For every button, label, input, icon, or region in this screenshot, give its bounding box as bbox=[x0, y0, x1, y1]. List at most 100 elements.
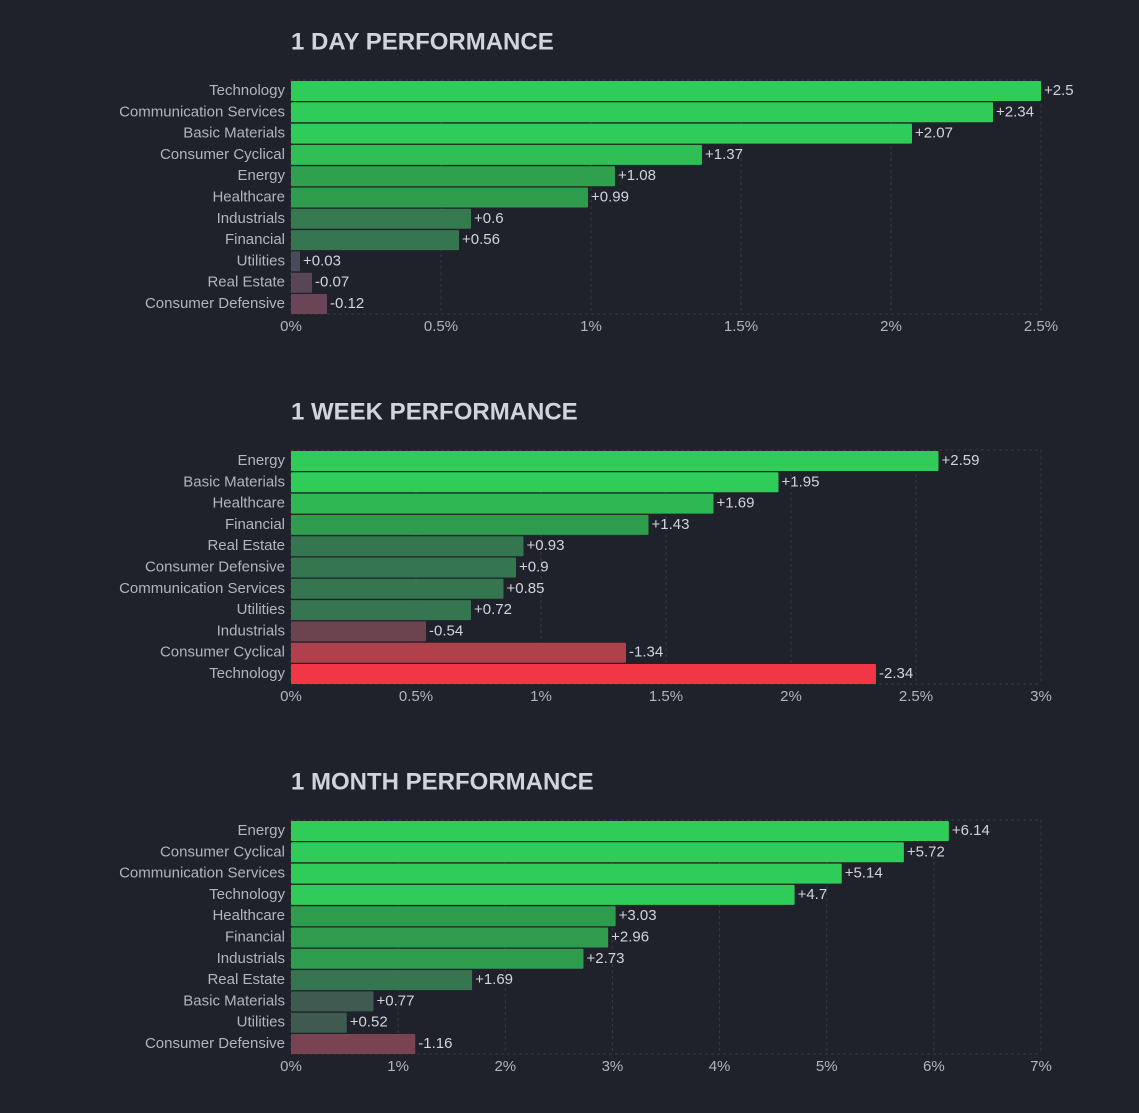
category-label: Consumer Defensive bbox=[145, 558, 285, 575]
bar bbox=[291, 642, 626, 663]
x-tick-label: 0.5% bbox=[399, 688, 433, 705]
x-tick-label: 2% bbox=[494, 1058, 516, 1075]
bar bbox=[291, 166, 615, 187]
category-label: Financial bbox=[225, 516, 285, 533]
bar bbox=[291, 493, 714, 514]
bar bbox=[291, 948, 584, 969]
x-tick-label: 0% bbox=[280, 318, 302, 335]
bar bbox=[291, 664, 876, 684]
value-label: +1.43 bbox=[652, 516, 690, 533]
category-label: Utilities bbox=[237, 252, 285, 269]
x-tick-label: 3% bbox=[602, 1058, 624, 1075]
category-label: Communication Services bbox=[119, 865, 285, 882]
value-label: +5.72 bbox=[907, 843, 945, 860]
category-label: Consumer Cyclical bbox=[160, 843, 285, 860]
bar bbox=[291, 991, 374, 1012]
chart-title: 1 DAY PERFORMANCE bbox=[291, 28, 554, 55]
category-label: Financial bbox=[225, 231, 285, 248]
value-label: +0.56 bbox=[462, 231, 500, 248]
bar bbox=[291, 451, 939, 471]
bar bbox=[291, 230, 459, 251]
x-tick-label: 5% bbox=[816, 1058, 838, 1075]
category-label: Real Estate bbox=[207, 537, 285, 554]
x-tick-label: 7% bbox=[1030, 1058, 1052, 1075]
value-label: +0.85 bbox=[507, 580, 545, 597]
bar bbox=[291, 842, 904, 863]
bar bbox=[291, 1012, 347, 1033]
x-tick-label: 0.5% bbox=[424, 318, 458, 335]
bar bbox=[291, 294, 327, 314]
bar bbox=[291, 906, 616, 927]
bar bbox=[291, 187, 588, 208]
x-tick-label: 2.5% bbox=[899, 688, 933, 705]
category-label: Energy bbox=[237, 167, 285, 184]
bar bbox=[291, 144, 702, 165]
value-label: +2.96 bbox=[611, 928, 649, 945]
value-label: +2.59 bbox=[942, 452, 980, 469]
category-label: Industrials bbox=[217, 210, 285, 227]
chart-title: 1 MONTH PERFORMANCE bbox=[291, 768, 594, 795]
value-label: -1.16 bbox=[418, 1035, 452, 1052]
bar bbox=[291, 514, 649, 535]
x-tick-label: 1.5% bbox=[649, 688, 683, 705]
value-label: -0.07 bbox=[315, 274, 349, 291]
bar bbox=[291, 272, 312, 293]
value-label: +1.37 bbox=[705, 146, 743, 163]
x-tick-label: 2% bbox=[780, 688, 802, 705]
x-tick-label: 1% bbox=[530, 688, 552, 705]
x-tick-label: 0% bbox=[280, 1058, 302, 1075]
bar bbox=[291, 472, 779, 493]
category-label: Consumer Defensive bbox=[145, 295, 285, 312]
category-label: Technology bbox=[209, 665, 285, 682]
x-tick-label: 1.5% bbox=[724, 318, 758, 335]
category-label: Communication Services bbox=[119, 580, 285, 597]
category-label: Consumer Cyclical bbox=[160, 146, 285, 163]
category-label: Industrials bbox=[217, 950, 285, 967]
bar bbox=[291, 536, 524, 557]
value-label: +1.95 bbox=[782, 473, 820, 490]
category-label: Real Estate bbox=[207, 971, 285, 988]
category-label: Technology bbox=[209, 82, 285, 99]
category-label: Financial bbox=[225, 928, 285, 945]
value-label: +2.07 bbox=[915, 125, 953, 142]
category-label: Basic Materials bbox=[183, 473, 285, 490]
x-tick-label: 2% bbox=[880, 318, 902, 335]
value-label: +3.03 bbox=[619, 907, 657, 924]
x-tick-label: 0% bbox=[280, 688, 302, 705]
value-label: +5.14 bbox=[845, 865, 883, 882]
value-label: -1.34 bbox=[629, 644, 663, 661]
category-label: Consumer Defensive bbox=[145, 1035, 285, 1052]
bar bbox=[291, 1034, 416, 1054]
value-label: -2.34 bbox=[879, 665, 913, 682]
value-label: +1.08 bbox=[618, 167, 656, 184]
bar bbox=[291, 81, 1041, 101]
bar bbox=[291, 251, 300, 272]
value-label: -0.54 bbox=[429, 622, 463, 639]
bar bbox=[291, 621, 426, 642]
category-label: Real Estate bbox=[207, 274, 285, 291]
chart-title: 1 WEEK PERFORMANCE bbox=[291, 398, 578, 425]
bar bbox=[291, 884, 795, 905]
value-label: +0.03 bbox=[303, 252, 341, 269]
value-label: +0.6 bbox=[474, 210, 504, 227]
category-label: Healthcare bbox=[212, 188, 285, 205]
value-label: +6.14 bbox=[952, 822, 990, 839]
value-label: +0.77 bbox=[377, 992, 415, 1009]
bar bbox=[291, 123, 912, 144]
x-tick-label: 4% bbox=[709, 1058, 731, 1075]
value-label: +2.5 bbox=[1044, 82, 1074, 99]
x-tick-label: 1% bbox=[580, 318, 602, 335]
bar bbox=[291, 821, 949, 841]
bar bbox=[291, 557, 516, 578]
value-label: +4.7 bbox=[798, 886, 828, 903]
category-label: Healthcare bbox=[212, 495, 285, 512]
bar bbox=[291, 970, 473, 991]
value-label: +0.93 bbox=[527, 537, 565, 554]
x-tick-label: 6% bbox=[923, 1058, 945, 1075]
value-label: +0.72 bbox=[474, 601, 512, 618]
value-label: +0.52 bbox=[350, 1014, 388, 1031]
x-tick-label: 2.5% bbox=[1024, 318, 1058, 335]
value-label: +0.9 bbox=[519, 558, 549, 575]
category-label: Consumer Cyclical bbox=[160, 644, 285, 661]
